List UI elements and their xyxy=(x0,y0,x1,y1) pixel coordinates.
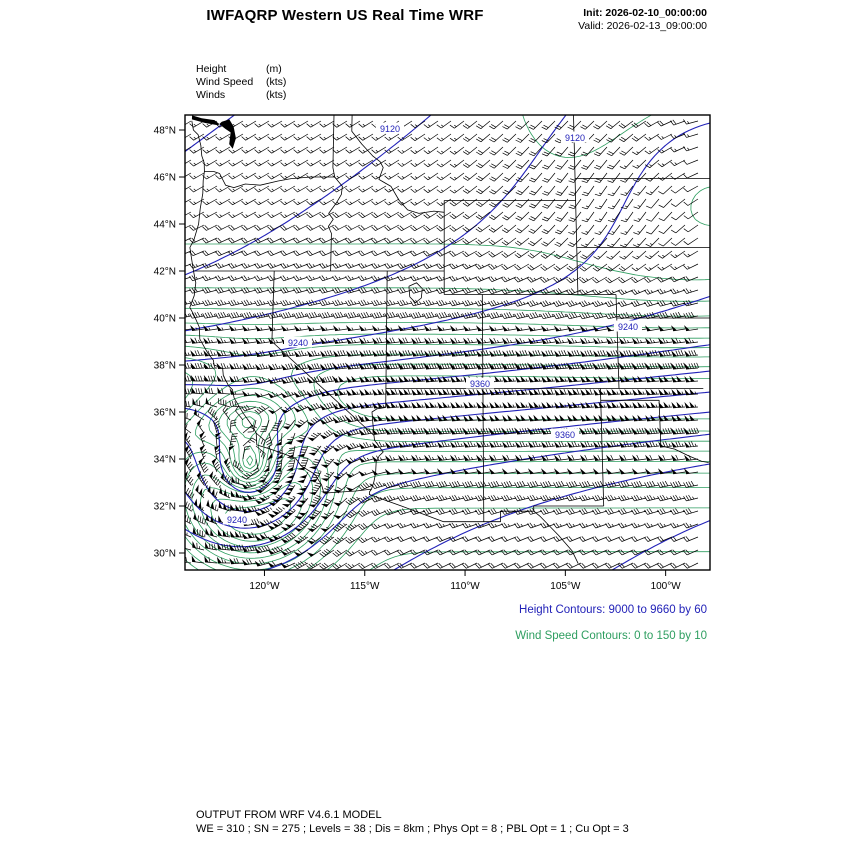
footer-config-line: WE = 310 ; SN = 275 ; Levels = 38 ; Dis … xyxy=(196,823,629,835)
height-contour-label: 9360 xyxy=(470,379,490,389)
map-border xyxy=(184,114,711,571)
lat-tick-label: 38°N xyxy=(154,361,176,372)
wind-speed-contour-info: Wind Speed Contours: 0 to 150 by 10 xyxy=(515,630,707,642)
height-contour-label: 9360 xyxy=(555,430,575,440)
lat-tick-label: 44°N xyxy=(154,220,176,231)
height-contour-label: 9240 xyxy=(618,322,638,332)
legend-var-name: Winds xyxy=(196,89,226,101)
axis-tick-labels: 48°N 46°N 44°N 42°N 40°N 38°N 36°N 34°N 32°N 30°N… xyxy=(154,126,682,593)
wind-barb-pennants xyxy=(185,325,695,569)
height-contours xyxy=(185,115,710,570)
variable-legend: Height (m) Wind Speed (kts) Winds (kts) xyxy=(196,63,286,102)
height-contour-label: 9240 xyxy=(227,515,247,525)
wind-barbs xyxy=(185,119,700,570)
lat-tick-label: 42°N xyxy=(154,267,176,278)
lon-tick-label: 120°W xyxy=(249,581,280,592)
legend-var-unit: (kts) xyxy=(266,76,287,88)
plot-title: IWFAQRP Western US Real Time WRF xyxy=(206,7,484,24)
legend-var-unit: (kts) xyxy=(266,89,287,101)
lon-tick-label: 100°W xyxy=(651,581,682,592)
contour-label-box xyxy=(284,336,312,348)
state-borders xyxy=(189,115,710,564)
height-contour-label: 9240 xyxy=(288,338,308,348)
lat-tick-label: 46°N xyxy=(154,173,176,184)
lat-tick-label: 34°N xyxy=(154,455,176,466)
state-border-path xyxy=(189,115,710,564)
legend-var-unit: (m) xyxy=(266,63,282,75)
water-bodies xyxy=(191,115,236,149)
contour-label-box xyxy=(376,122,404,134)
lat-tick-label: 32°N xyxy=(154,502,176,513)
contour-labels: 9120 9120 9240 9240 9360 9360 9240 xyxy=(223,122,642,525)
legend-var-name: Wind Speed xyxy=(196,76,254,88)
contour-label-box xyxy=(223,513,251,525)
map-frame xyxy=(184,114,711,571)
wind-barb-lines xyxy=(185,119,700,570)
lat-tick-label: 36°N xyxy=(154,408,176,419)
init-time: Init: 2026-02-10_00:00:00 xyxy=(583,7,707,19)
lat-tick-label: 30°N xyxy=(154,549,176,560)
height-contour-path xyxy=(185,115,710,570)
lon-tick-label: 115°W xyxy=(350,581,380,592)
legend-row-winds: Winds (kts) xyxy=(196,89,286,102)
contour-label-box xyxy=(466,377,494,389)
footer-model-line: OUTPUT FROM WRF V4.6.1 MODEL xyxy=(196,809,382,821)
legend-row-windspeed: Wind Speed (kts) xyxy=(196,76,286,89)
contour-label-box xyxy=(561,131,589,143)
lon-tick-label: 105°W xyxy=(550,581,581,592)
contour-label-box xyxy=(614,320,642,332)
height-contour-info: Height Contours: 9000 to 9660 by 60 xyxy=(519,604,707,616)
init-valid-block: Init: 2026-02-10_00:00:00 Valid: 2026-02… xyxy=(578,7,707,33)
legend-var-name: Height xyxy=(196,63,227,75)
legend-row-height: Height (m) xyxy=(196,63,286,76)
lon-tick-label: 110°W xyxy=(450,581,480,592)
valid-time: Valid: 2026-02-13_09:00:00 xyxy=(578,20,707,32)
puget-sound-shape xyxy=(191,115,236,149)
footer-block: OUTPUT FROM WRF V4.6.1 MODEL WE = 310 ; … xyxy=(196,808,629,836)
height-contour-label: 9120 xyxy=(565,133,585,143)
contour-label-box xyxy=(551,428,579,440)
height-contour-label: 9120 xyxy=(380,124,400,134)
lat-tick-label: 40°N xyxy=(154,314,176,325)
lat-tick-label: 48°N xyxy=(154,126,176,137)
